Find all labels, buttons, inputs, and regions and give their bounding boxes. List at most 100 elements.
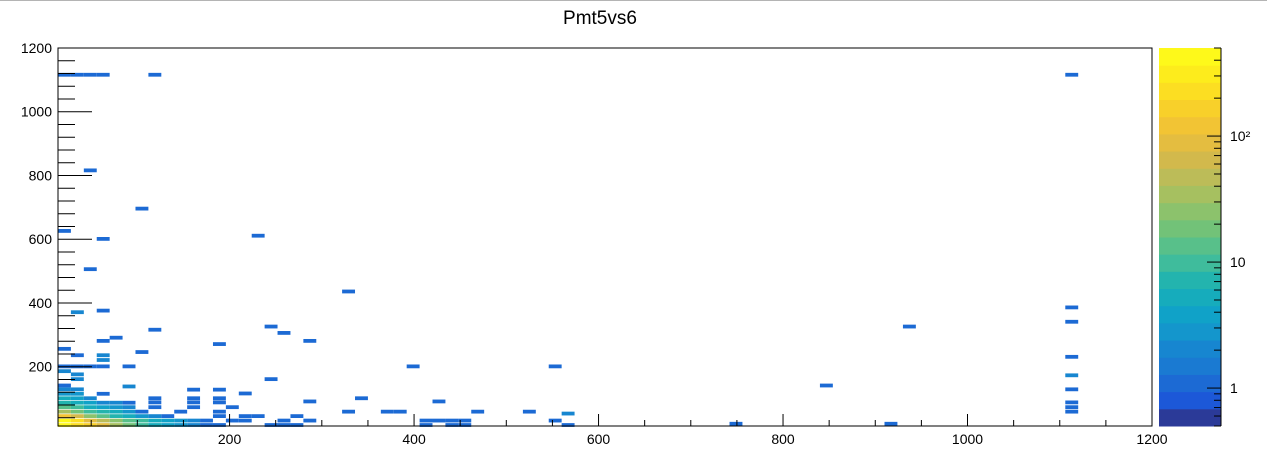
- heatmap-bin: [161, 418, 175, 423]
- heatmap-bin: [1065, 354, 1079, 359]
- heatmap-bin: [290, 423, 304, 427]
- heatmap-bin: [135, 418, 149, 423]
- palette-swatch: [1159, 116, 1221, 135]
- heatmap-bin: [70, 418, 84, 423]
- palette-swatch: [1159, 340, 1221, 358]
- heatmap-bin: [58, 229, 71, 233]
- heatmap-bin: [148, 400, 162, 405]
- window-top-border: [0, 0, 1267, 1]
- color-palette: [1159, 48, 1221, 427]
- palette-swatch: [1159, 168, 1221, 186]
- heatmap-bin: [238, 414, 252, 418]
- heatmap-bin: [122, 405, 136, 410]
- palette-swatch: [1159, 202, 1221, 221]
- palette-swatch: [1159, 271, 1221, 290]
- heatmap-bin: [148, 396, 162, 401]
- heatmap-bin: [884, 421, 898, 426]
- heatmap-bin: [187, 423, 201, 427]
- heatmap-bin: [70, 377, 84, 382]
- heatmap-bin: [109, 400, 123, 405]
- heatmap-bin: [1065, 72, 1079, 77]
- y-tick-label: 1000: [21, 104, 52, 120]
- palette-swatch: [1159, 408, 1221, 427]
- y-tick-label: 1200: [21, 40, 52, 56]
- x-tick-label: 1200: [1136, 431, 1167, 447]
- heatmap-bin: [70, 423, 84, 427]
- heatmap-bin: [264, 423, 278, 427]
- heatmap-bin: [135, 414, 149, 418]
- heatmap-bin: [83, 400, 97, 405]
- heatmap-bin: [355, 396, 368, 401]
- heatmap-bin: [148, 405, 162, 410]
- heatmap-bin: [471, 409, 485, 414]
- heatmap-bin: [277, 418, 291, 423]
- heatmap-bin: [83, 396, 97, 401]
- heatmap-bin: [148, 414, 162, 418]
- palette-swatch: [1159, 48, 1221, 66]
- palette-swatch: [1159, 151, 1221, 169]
- heatmap-bin: [58, 418, 71, 423]
- heatmap-bin: [58, 400, 71, 405]
- heatmap-bin: [174, 423, 188, 427]
- axis-tick-labels: 200 400 600 800 1000 1200 200 400 600 800 1000 1200: [21, 40, 1168, 447]
- heatmap-bin: [445, 418, 459, 423]
- heatmap-bin: [70, 400, 84, 405]
- heatmap-bin: [58, 346, 71, 351]
- heatmap-bin: [109, 414, 123, 418]
- heatmap-bin: [70, 72, 84, 77]
- heatmap-bin: [212, 342, 226, 346]
- heatmap-bin: [148, 418, 162, 423]
- heatmap-bin: [148, 72, 162, 77]
- heatmap-bin: [380, 409, 394, 414]
- bins-layer: [58, 72, 1079, 427]
- heatmap-bin: [135, 350, 149, 354]
- heatmap-bin: [174, 409, 188, 414]
- heatmap-bin: [122, 418, 136, 423]
- palette-swatch: [1159, 305, 1221, 324]
- chart-title: Pmt5vs6: [563, 8, 637, 29]
- heatmap-bin: [458, 423, 472, 427]
- heatmap-bin: [212, 396, 226, 401]
- x-tick-label: 400: [402, 431, 426, 447]
- heatmap-bin: [96, 409, 110, 414]
- x-tick-label: 1000: [952, 431, 983, 447]
- heatmap-bin: [419, 418, 433, 423]
- palette-swatch: [1159, 374, 1221, 393]
- heatmap-bin: [122, 409, 136, 414]
- heatmap-bin: [187, 405, 201, 410]
- heatmap-bin: [122, 423, 136, 427]
- heatmap-bin: [109, 409, 123, 414]
- heatmap-bin: [548, 364, 562, 369]
- x-tick-label: 600: [587, 431, 611, 447]
- palette-swatch: [1159, 254, 1221, 272]
- z-tick-label: 10: [1230, 254, 1246, 270]
- heatmap-bin: [819, 383, 833, 388]
- heatmap-bin: [1065, 319, 1079, 324]
- heatmap-bin: [174, 418, 188, 423]
- heatmap-bin: [58, 369, 71, 374]
- heatmap-bin: [1065, 409, 1079, 414]
- heatmap-bin: [548, 418, 562, 423]
- heatmap-bin: [70, 405, 84, 410]
- palette-swatch: [1159, 185, 1221, 204]
- palette-swatch: [1159, 357, 1221, 375]
- heatmap-bin: [561, 423, 575, 427]
- heatmap-bin: [187, 400, 201, 405]
- heatmap-bin: [393, 409, 407, 414]
- axis-ticks: [58, 47, 1153, 426]
- palette-swatch: [1159, 65, 1221, 83]
- heatmap-bin: [251, 233, 265, 238]
- heatmap-bin: [83, 267, 97, 272]
- heatmap-bin: [70, 387, 84, 392]
- heatmap-bin: [290, 414, 304, 418]
- heatmap-bin: [445, 423, 459, 427]
- heatmap-bin: [1065, 373, 1079, 378]
- heatmap-bin: [96, 364, 110, 369]
- heatmap-bin: [212, 400, 226, 405]
- heatmap-bin: [432, 399, 446, 404]
- heatmap-bin: [458, 418, 472, 423]
- heatmap-bin: [902, 324, 916, 329]
- palette-swatch: [1159, 391, 1221, 410]
- heatmap-bin: [212, 414, 226, 418]
- heatmap-bin: [122, 364, 136, 369]
